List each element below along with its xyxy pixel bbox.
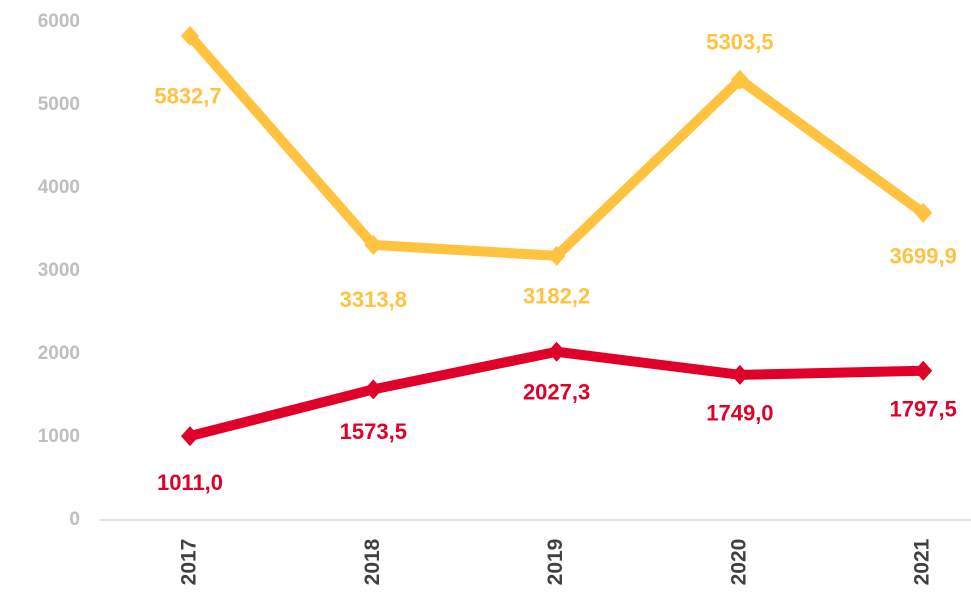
series-line xyxy=(186,32,927,261)
marker xyxy=(914,202,933,223)
value-label: 1749,0 xyxy=(706,401,773,426)
value-label: 1573,5 xyxy=(340,419,407,444)
x-tick-label: 2018 xyxy=(361,538,384,585)
value-label: 3699,9 xyxy=(890,244,957,269)
y-tick-label: 4000 xyxy=(38,177,80,198)
marker xyxy=(364,379,383,400)
value-label: 1011,0 xyxy=(157,470,223,495)
y-tick-label: 0 xyxy=(69,509,80,530)
x-tick-label: 2020 xyxy=(727,539,750,586)
y-tick-label: 6000 xyxy=(38,11,80,32)
marker xyxy=(730,69,749,90)
value-label: 3313,8 xyxy=(340,287,407,312)
x-tick-label: 2019 xyxy=(544,539,567,586)
marker xyxy=(364,234,383,255)
y-tick-label: 2000 xyxy=(38,343,80,364)
marker xyxy=(730,364,749,385)
y-tick-label: 3000 xyxy=(38,260,80,281)
marker xyxy=(181,426,199,447)
y-tick-label: 1000 xyxy=(38,426,80,447)
value-label: 2027,3 xyxy=(523,380,590,405)
x-tick-label: 2017 xyxy=(178,539,201,586)
marker xyxy=(181,25,199,46)
value-label: 3182,2 xyxy=(523,284,590,309)
marker xyxy=(914,360,933,381)
value-label: 1797,5 xyxy=(890,397,957,422)
marker xyxy=(547,341,566,362)
value-label: 5832,7 xyxy=(154,84,221,109)
y-tick-label: 5000 xyxy=(38,94,80,115)
x-tick-label: 2021 xyxy=(911,538,934,585)
marker xyxy=(547,245,566,266)
value-label: 5303,5 xyxy=(706,30,773,55)
